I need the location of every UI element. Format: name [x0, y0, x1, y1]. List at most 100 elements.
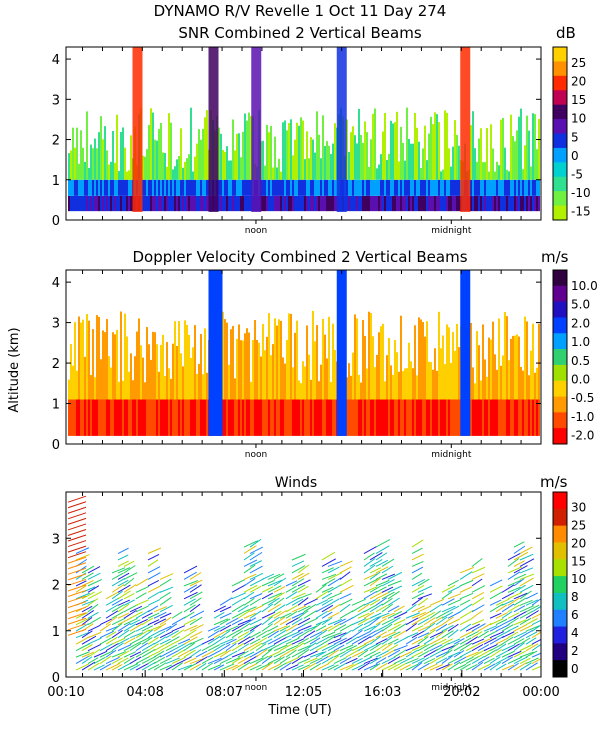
snr-cell	[426, 195, 428, 212]
doppler-cell	[100, 399, 102, 436]
doppler-cell	[132, 399, 134, 436]
doppler-cell	[238, 399, 240, 436]
wind-barb	[189, 630, 203, 639]
wind-barb	[309, 637, 321, 645]
snr-cell	[308, 179, 310, 196]
wind-barb	[423, 637, 435, 645]
doppler-cell	[366, 368, 368, 400]
wind-barb	[441, 638, 453, 645]
wind-barb	[339, 584, 354, 593]
snr-cell	[82, 147, 84, 180]
wind-barb	[249, 618, 262, 626]
doppler-cell	[530, 399, 532, 436]
doppler-cell	[98, 316, 100, 400]
wind-barb	[513, 573, 527, 580]
wind-barb	[321, 567, 334, 574]
wind-barb	[249, 610, 262, 619]
doppler-cell	[320, 399, 322, 436]
snr-cell	[146, 179, 148, 196]
wind-barb	[351, 658, 363, 665]
snr-cell	[508, 179, 510, 196]
wind-barb	[231, 630, 243, 639]
snr-cell	[116, 179, 118, 196]
wind-barb	[147, 598, 161, 606]
snr-cell	[316, 195, 318, 212]
snr-cell	[196, 179, 198, 196]
snr-cell	[522, 169, 524, 180]
doppler-cell	[110, 399, 112, 436]
doppler-cell	[226, 399, 228, 436]
snr-cell	[438, 179, 440, 196]
wind-barb	[285, 631, 301, 639]
snr-cell	[274, 136, 276, 180]
doppler-cell	[254, 320, 256, 400]
wind-barb	[303, 642, 317, 652]
doppler-cell	[124, 313, 126, 400]
wind-barb	[213, 650, 228, 658]
snr-cell	[310, 137, 312, 180]
time-tick-label: 00:10	[47, 685, 84, 700]
snr-cell	[514, 179, 516, 196]
wind-barb	[501, 584, 515, 593]
wind-barb	[369, 656, 382, 665]
wind-barb	[171, 611, 183, 619]
wind-barb	[231, 597, 246, 606]
doppler-cell	[356, 399, 358, 436]
snr-cell	[424, 179, 426, 196]
wind-barb	[357, 662, 371, 671]
wind-barb	[279, 612, 292, 619]
wind-barb	[501, 603, 515, 613]
doppler-cell	[266, 336, 268, 400]
wind-barb	[159, 578, 172, 587]
snr-cell	[110, 179, 112, 196]
snr-cell	[366, 132, 368, 180]
wind-barb	[525, 662, 538, 671]
doppler-cell	[482, 399, 484, 436]
wind-barb	[159, 596, 172, 606]
wind-barb	[435, 642, 450, 652]
snr-cell	[442, 195, 444, 212]
snr-cell	[172, 179, 174, 196]
snr-cell	[228, 195, 230, 212]
snr-cell	[518, 116, 520, 180]
snr-cell	[520, 179, 522, 196]
wind-barb	[249, 657, 264, 665]
doppler-cell	[322, 399, 324, 436]
wind-barb	[171, 629, 185, 639]
snr-cell	[270, 125, 272, 180]
wind-barb	[147, 612, 160, 619]
doppler-cell	[260, 399, 262, 436]
doppler-cell	[156, 344, 158, 400]
snr-cell	[268, 179, 270, 196]
wind-barb	[297, 630, 310, 639]
wind-barb	[351, 610, 366, 619]
snr-cell	[358, 108, 360, 180]
doppler-cell	[190, 399, 192, 436]
snr-cell	[290, 119, 292, 180]
snr-cell	[196, 143, 198, 180]
snr-colorbar-swatch	[553, 147, 567, 163]
wind-barb	[243, 591, 255, 600]
wind-barb	[447, 642, 460, 652]
wind-barb	[117, 579, 129, 587]
wind-barb	[369, 629, 384, 639]
wind-barb	[459, 617, 473, 626]
wind-barb	[507, 662, 519, 671]
wind-barb	[303, 603, 317, 613]
snr-cell	[532, 195, 534, 212]
doppler-cell	[456, 323, 458, 400]
wind-barb	[237, 643, 250, 652]
wind-barb	[507, 643, 520, 652]
doppler-cell	[314, 341, 316, 400]
doppler-cell	[374, 399, 376, 436]
snr-cell	[264, 179, 266, 196]
wind-barb-profile	[67, 551, 87, 559]
wind-barb	[219, 657, 232, 665]
snr-cell	[302, 120, 304, 180]
wind-barb	[411, 630, 425, 639]
wind-barb	[129, 642, 142, 652]
wind-barb	[267, 592, 282, 600]
wind-barb	[495, 643, 507, 652]
wind-barb	[405, 612, 420, 619]
wind-barb	[447, 638, 461, 645]
